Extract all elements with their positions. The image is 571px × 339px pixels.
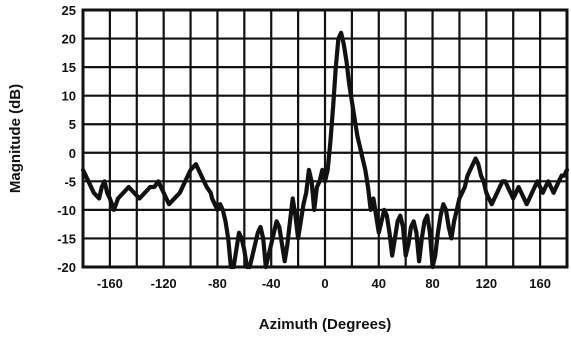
x-axis-title: Azimuth (Degrees) xyxy=(259,316,392,333)
y-tick-label: 20 xyxy=(62,32,76,47)
series-layer xyxy=(80,30,570,270)
x-tick-label: -120 xyxy=(151,276,177,291)
x-tick-label: 160 xyxy=(529,276,551,291)
y-axis-title: Magnitude (dB) xyxy=(7,84,24,193)
x-tick-label: -80 xyxy=(208,276,227,291)
y-tick-label: 5 xyxy=(69,117,76,132)
y-tick-label: -15 xyxy=(57,231,76,246)
plot-frame xyxy=(81,8,569,269)
x-tick-labels: -160 -120 -80 -40 0 40 80 120 160 xyxy=(97,276,551,291)
y-tick-label: -10 xyxy=(57,203,76,218)
x-tick-label: 0 xyxy=(321,276,328,291)
x-tick-label: 120 xyxy=(475,276,497,291)
series-line xyxy=(80,30,570,270)
y-tick-label: -5 xyxy=(64,174,76,189)
y-tick-label: 10 xyxy=(62,89,76,104)
y-tick-label: -20 xyxy=(57,260,76,275)
x-tick-label: 40 xyxy=(372,276,386,291)
x-tick-label: 80 xyxy=(425,276,439,291)
y-tick-label: 25 xyxy=(62,3,76,18)
grid-lines xyxy=(81,8,569,269)
y-tick-label: 0 xyxy=(69,146,76,161)
y-tick-label: 15 xyxy=(62,60,76,75)
y-tick-labels: 25 20 15 10 5 0 -5 -10 -15 -20 xyxy=(57,3,76,275)
x-tick-label: -160 xyxy=(97,276,123,291)
x-tick-label: -40 xyxy=(262,276,281,291)
